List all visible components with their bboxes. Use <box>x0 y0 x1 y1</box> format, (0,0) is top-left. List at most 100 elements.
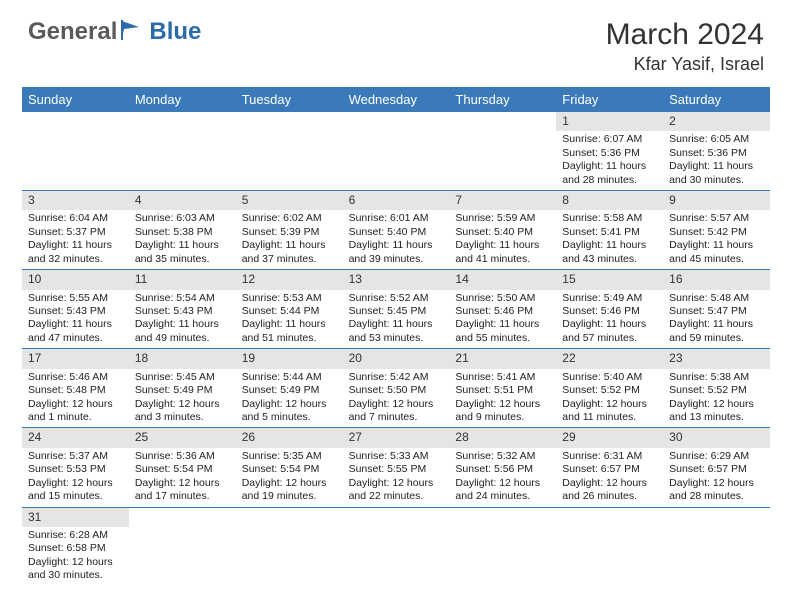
day-number: 9 <box>663 191 770 210</box>
day-detail-line: Sunrise: 5:59 AM <box>455 212 550 225</box>
day-cell: 14Sunrise: 5:50 AMSunset: 5:46 PMDayligh… <box>449 270 556 348</box>
day-detail-line: Daylight: 11 hours <box>562 318 657 331</box>
day-detail-line: Daylight: 12 hours <box>349 477 444 490</box>
day-detail-line: and 7 minutes. <box>349 411 444 424</box>
day-cell: 25Sunrise: 5:36 AMSunset: 5:54 PMDayligh… <box>129 428 236 506</box>
day-number: 22 <box>556 349 663 368</box>
day-detail-line: and 51 minutes. <box>242 332 337 345</box>
day-detail-line: and 49 minutes. <box>135 332 230 345</box>
day-details: Sunrise: 5:49 AMSunset: 5:46 PMDaylight:… <box>560 292 659 346</box>
day-number: 29 <box>556 428 663 447</box>
page-title: March 2024 <box>606 18 764 52</box>
day-details: Sunrise: 5:54 AMSunset: 5:43 PMDaylight:… <box>133 292 232 346</box>
logo-text-general: General <box>28 18 117 46</box>
day-details: Sunrise: 5:53 AMSunset: 5:44 PMDaylight:… <box>240 292 339 346</box>
day-detail-line: Sunset: 5:41 PM <box>562 226 657 239</box>
day-detail-line: and 28 minutes. <box>669 490 764 503</box>
empty-cell <box>556 508 663 586</box>
logo: General Blue <box>28 18 201 46</box>
empty-cell <box>129 112 236 190</box>
weekday-header: Thursday <box>449 87 556 112</box>
week-row: 17Sunrise: 5:46 AMSunset: 5:48 PMDayligh… <box>22 349 770 428</box>
day-number: 6 <box>343 191 450 210</box>
day-detail-line: Sunrise: 5:44 AM <box>242 371 337 384</box>
day-number: 2 <box>663 112 770 131</box>
day-detail-line: and 59 minutes. <box>669 332 764 345</box>
day-detail-line: and 35 minutes. <box>135 253 230 266</box>
day-cell: 29 Sunrise: 6:31 AMSunset: 6:57 PMDayligh… <box>556 428 663 506</box>
empty-cell <box>236 112 343 190</box>
day-cell: 5Sunrise: 6:02 AMSunset: 5:39 PMDaylight… <box>236 191 343 269</box>
empty-cell <box>663 508 770 586</box>
day-detail-line: Daylight: 11 hours <box>455 239 550 252</box>
day-detail-line: and 17 minutes. <box>135 490 230 503</box>
day-number: 18 <box>129 349 236 368</box>
day-number: 31 <box>22 508 129 527</box>
day-detail-line: Sunrise: 5:41 AM <box>455 371 550 384</box>
day-detail-line: Sunset: 5:52 PM <box>562 384 657 397</box>
day-detail-line: Daylight: 12 hours <box>669 477 764 490</box>
day-details: Sunrise: 5:59 AMSunset: 5:40 PMDaylight:… <box>453 212 552 266</box>
day-detail-line: Sunset: 5:50 PM <box>349 384 444 397</box>
day-detail-line: and 43 minutes. <box>562 253 657 266</box>
day-detail-line: Sunset: 5:40 PM <box>349 226 444 239</box>
day-details: Sunrise: 6:07 AMSunset: 5:36 PMDaylight:… <box>560 133 659 187</box>
day-number: 20 <box>343 349 450 368</box>
day-number: 4 <box>129 191 236 210</box>
day-detail-line: and 9 minutes. <box>455 411 550 424</box>
day-detail-line: and 19 minutes. <box>242 490 337 503</box>
day-detail-line: Sunrise: 5:35 AM <box>242 450 337 463</box>
day-cell: 3Sunrise: 6:04 AMSunset: 5:37 PMDaylight… <box>22 191 129 269</box>
empty-cell <box>236 508 343 586</box>
day-detail-line: Sunrise: 5:37 AM <box>28 450 123 463</box>
day-detail-line: Daylight: 12 hours <box>562 477 657 490</box>
day-details: Sunrise: 5:32 AMSunset: 5:56 PMDaylight:… <box>453 450 552 504</box>
day-detail-line: Daylight: 12 hours <box>669 398 764 411</box>
day-detail-line: Sunset: 5:55 PM <box>349 463 444 476</box>
day-cell: 26Sunrise: 5:35 AMSunset: 5:54 PMDayligh… <box>236 428 343 506</box>
day-detail-line: and 55 minutes. <box>455 332 550 345</box>
day-detail-line: Sunrise: 5:33 AM <box>349 450 444 463</box>
day-detail-line: Sunset: 5:54 PM <box>135 463 230 476</box>
day-number: 8 <box>556 191 663 210</box>
day-detail-line: Sunset: 5:43 PM <box>135 305 230 318</box>
day-detail-line: and 57 minutes. <box>562 332 657 345</box>
day-detail-line: and 39 minutes. <box>349 253 444 266</box>
day-cell: 20Sunrise: 5:42 AMSunset: 5:50 PMDayligh… <box>343 349 450 427</box>
day-detail-line: Sunrise: 6:28 AM <box>28 529 123 542</box>
day-details: Sunrise: 5:38 AMSunset: 5:52 PMDaylight:… <box>667 371 766 425</box>
day-details: Sunrise: 5:41 AMSunset: 5:51 PMDaylight:… <box>453 371 552 425</box>
day-detail-line: and 32 minutes. <box>28 253 123 266</box>
day-details: Sunrise: 6:31 AMSunset: 6:57 PMDaylight:… <box>560 450 659 504</box>
day-detail-line: Sunset: 5:36 PM <box>669 147 764 160</box>
day-detail-line: Sunrise: 6:07 AM <box>562 133 657 146</box>
day-detail-line: Sunrise: 5:58 AM <box>562 212 657 225</box>
day-number: 17 <box>22 349 129 368</box>
day-details: Sunrise: 5:37 AMSunset: 5:53 PMDaylight:… <box>26 450 125 504</box>
day-detail-line: Daylight: 11 hours <box>28 239 123 252</box>
week-row: 24Sunrise: 5:37 AMSunset: 5:53 PMDayligh… <box>22 428 770 507</box>
day-details: Sunrise: 5:40 AMSunset: 5:52 PMDaylight:… <box>560 371 659 425</box>
day-cell: 21Sunrise: 5:41 AMSunset: 5:51 PMDayligh… <box>449 349 556 427</box>
week-row: 10Sunrise: 5:55 AMSunset: 5:43 PMDayligh… <box>22 270 770 349</box>
day-cell: 10Sunrise: 5:55 AMSunset: 5:43 PMDayligh… <box>22 270 129 348</box>
day-detail-line: and 15 minutes. <box>28 490 123 503</box>
day-detail-line: Daylight: 11 hours <box>135 239 230 252</box>
day-number: 28 <box>449 428 556 447</box>
day-cell: 31Sunrise: 6:28 AMSunset: 6:58 PMDayligh… <box>22 508 129 586</box>
day-detail-line: Daylight: 11 hours <box>28 318 123 331</box>
day-detail-line: Sunset: 5:37 PM <box>28 226 123 239</box>
day-detail-line: Sunrise: 6:01 AM <box>349 212 444 225</box>
day-detail-line: and 30 minutes. <box>28 569 123 582</box>
day-detail-line: Sunrise: 5:52 AM <box>349 292 444 305</box>
weekday-header: Monday <box>129 87 236 112</box>
day-details: Sunrise: 5:58 AMSunset: 5:41 PMDaylight:… <box>560 212 659 266</box>
day-detail-line: Sunset: 5:45 PM <box>349 305 444 318</box>
day-number: 30 <box>663 428 770 447</box>
day-detail-line: Sunset: 5:36 PM <box>562 147 657 160</box>
day-detail-line: Sunset: 5:47 PM <box>669 305 764 318</box>
day-detail-line: Sunrise: 5:48 AM <box>669 292 764 305</box>
day-cell: 28 Sunrise: 5:32 AMSunset: 5:56 PMDayligh… <box>449 428 556 506</box>
day-details: Sunrise: 6:04 AMSunset: 5:37 PMDaylight:… <box>26 212 125 266</box>
day-details: Sunrise: 5:33 AMSunset: 5:55 PMDaylight:… <box>347 450 446 504</box>
